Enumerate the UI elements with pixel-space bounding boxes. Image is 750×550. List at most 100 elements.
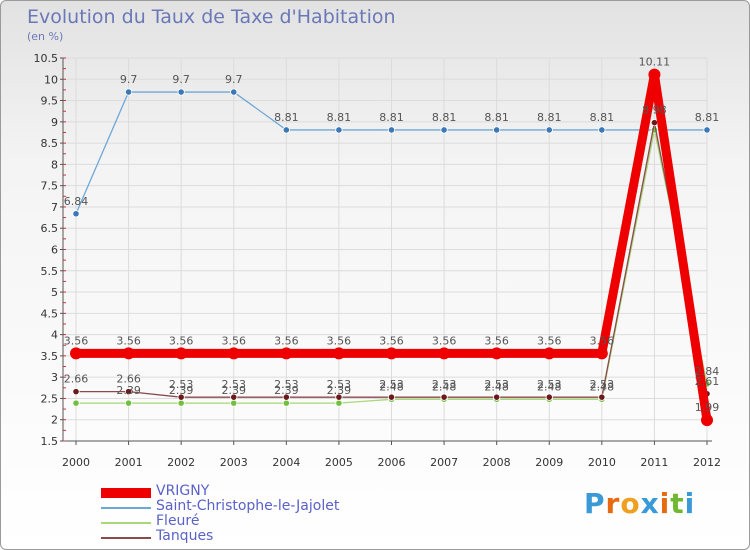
data-label: 2.53 bbox=[432, 378, 457, 391]
data-point bbox=[387, 126, 396, 134]
data-label: 8.81 bbox=[327, 111, 352, 124]
data-point bbox=[545, 393, 553, 401]
y-tick-label: 9.5 bbox=[41, 95, 59, 108]
x-tick-label: 2009 bbox=[535, 456, 563, 469]
data-point bbox=[493, 393, 501, 401]
logo-letter: i bbox=[684, 487, 696, 520]
data-point bbox=[124, 88, 133, 96]
y-tick-label: 4.5 bbox=[41, 307, 59, 320]
legend-swatch-tanques bbox=[101, 537, 151, 539]
data-point bbox=[385, 347, 398, 360]
chart-title: Evolution du Taux de Taxe d'Habitation bbox=[27, 6, 396, 28]
y-tick-label: 5 bbox=[51, 286, 58, 299]
data-point bbox=[122, 347, 135, 360]
y-tick-label: 1.5 bbox=[41, 435, 59, 448]
y-tick-label: 10.5 bbox=[34, 52, 59, 65]
data-label: 3.56 bbox=[537, 334, 562, 347]
data-label: 2.53 bbox=[379, 378, 404, 391]
legend-item-fleure: Fleuré bbox=[101, 513, 381, 530]
data-point bbox=[543, 347, 556, 360]
logo-letter: o bbox=[620, 487, 641, 520]
data-point bbox=[177, 393, 185, 401]
data-label: 8.81 bbox=[537, 111, 562, 124]
data-point bbox=[438, 347, 451, 360]
data-label: 8.81 bbox=[484, 111, 509, 124]
x-tick-label: 2005 bbox=[325, 456, 353, 469]
data-label: 3.56 bbox=[590, 334, 615, 347]
data-point bbox=[595, 347, 608, 360]
data-point bbox=[598, 393, 606, 401]
y-tick-label: 7.5 bbox=[41, 180, 59, 193]
y-tick-label: 9 bbox=[51, 116, 58, 129]
y-tick-label: 7 bbox=[51, 201, 58, 214]
data-label: 1.99 bbox=[695, 401, 720, 414]
y-tick-label: 5.5 bbox=[41, 265, 59, 278]
data-label: 2.53 bbox=[537, 378, 562, 391]
data-label: 3.56 bbox=[222, 334, 247, 347]
legend-label-saint-christophe: Saint-Christophe-le-Jajolet bbox=[156, 498, 340, 514]
legend-item-tanques: Tanques bbox=[101, 528, 381, 545]
data-point bbox=[230, 88, 238, 96]
chart-subtitle: (en %) bbox=[27, 30, 64, 43]
data-label: 2.48 bbox=[537, 380, 562, 393]
y-tick-label: 2.5 bbox=[41, 392, 59, 405]
data-label: 2.39 bbox=[274, 384, 299, 397]
data-point bbox=[648, 68, 661, 81]
data-point bbox=[227, 347, 240, 360]
data-point bbox=[282, 399, 290, 407]
data-label: 3.56 bbox=[169, 334, 194, 347]
y-tick-label: 2 bbox=[51, 414, 58, 427]
data-label: 9.7 bbox=[120, 73, 138, 86]
data-point bbox=[230, 393, 238, 401]
data-label: 2.53 bbox=[484, 378, 509, 391]
data-label: 9.7 bbox=[225, 73, 243, 86]
x-tick-label: 2011 bbox=[640, 456, 668, 469]
logo-letter: r bbox=[605, 487, 621, 520]
data-label: 8.81 bbox=[432, 111, 457, 124]
data-point bbox=[701, 414, 713, 427]
data-point bbox=[440, 126, 448, 134]
logo-letter: t bbox=[670, 487, 685, 520]
data-label: 2.39 bbox=[327, 384, 352, 397]
logo-letter: P bbox=[584, 487, 606, 520]
data-label: 9.7 bbox=[172, 73, 190, 86]
x-tick-label: 2001 bbox=[115, 456, 143, 469]
x-tick-label: 2000 bbox=[62, 456, 90, 469]
data-point bbox=[72, 399, 80, 407]
data-point bbox=[598, 126, 606, 134]
data-label: 3.56 bbox=[64, 334, 89, 347]
data-label: 8.98 bbox=[642, 104, 667, 117]
data-label: 3.56 bbox=[327, 334, 352, 347]
x-tick-label: 2007 bbox=[430, 456, 458, 469]
data-label: 2.66 bbox=[64, 373, 89, 386]
legend-label-fleure: Fleuré bbox=[156, 513, 200, 529]
data-point bbox=[124, 399, 133, 407]
legend-label-vrigny: VRIGNY bbox=[156, 483, 210, 499]
data-label: 2.84 bbox=[695, 365, 720, 378]
data-label: 2.48 bbox=[432, 380, 457, 393]
data-label: 2.39 bbox=[222, 384, 247, 397]
data-label: 2.39 bbox=[116, 384, 141, 397]
data-point bbox=[387, 393, 396, 401]
legend-item-vrigny: VRIGNY bbox=[101, 483, 381, 500]
legend-item-saint-christophe: Saint-Christophe-le-Jajolet bbox=[101, 498, 381, 515]
data-point bbox=[650, 119, 659, 127]
x-tick-label: 2012 bbox=[693, 456, 721, 469]
data-point bbox=[703, 126, 711, 134]
data-label: 3.56 bbox=[379, 334, 404, 347]
data-label: 2.53 bbox=[590, 378, 615, 391]
y-tick-label: 10 bbox=[44, 73, 58, 86]
logo-letter: x bbox=[640, 487, 660, 520]
data-point bbox=[282, 126, 290, 134]
legend-swatch-fleure bbox=[101, 522, 151, 524]
x-tick-label: 2008 bbox=[483, 456, 511, 469]
data-point bbox=[175, 347, 188, 360]
data-point bbox=[124, 388, 133, 396]
data-point bbox=[280, 347, 293, 360]
data-point bbox=[72, 210, 80, 218]
data-point bbox=[493, 126, 501, 134]
y-tick-label: 4 bbox=[51, 329, 58, 342]
y-tick-label: 8 bbox=[51, 158, 58, 171]
